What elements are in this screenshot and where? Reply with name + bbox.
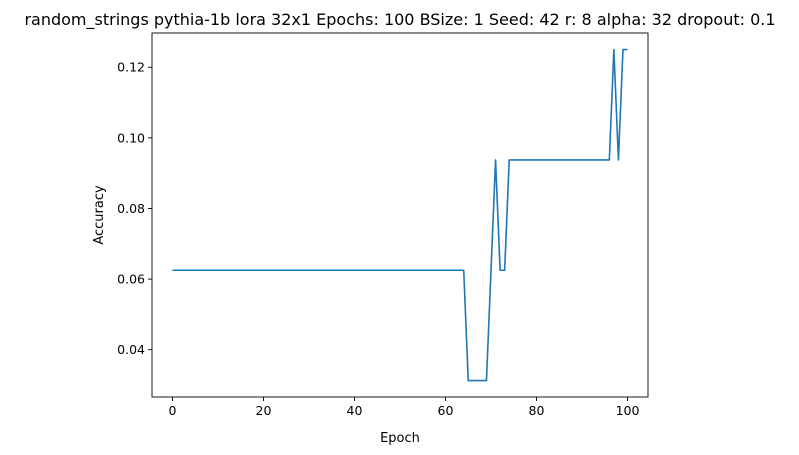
plot-frame [151,32,649,398]
series-points [172,49,628,381]
x-axis-label: Epoch [380,431,420,446]
chart-title: random_strings pythia-1b lora 32x1 Epoch… [24,10,775,30]
x-tick-label: 60 [438,403,454,418]
y-tick-label: 0.08 [117,201,145,216]
x-tick-label: 0 [169,403,177,418]
x-axis: 0 20 40 60 80 100 [169,397,640,418]
accuracy-series-line [172,48,628,382]
x-tick-label: 20 [256,403,272,418]
y-tick-label: 0.06 [117,272,145,287]
x-tick-label: 80 [529,403,545,418]
y-tick-label: 0.10 [117,130,145,145]
y-axis-label: Accuracy [92,185,107,245]
x-tick-label: 100 [616,403,640,418]
y-tick-label: 0.12 [117,60,145,75]
y-tick-label: 0.04 [117,342,145,357]
y-axis: 0.04 0.06 0.08 0.10 0.12 [117,60,152,357]
x-tick-label: 40 [347,403,363,418]
